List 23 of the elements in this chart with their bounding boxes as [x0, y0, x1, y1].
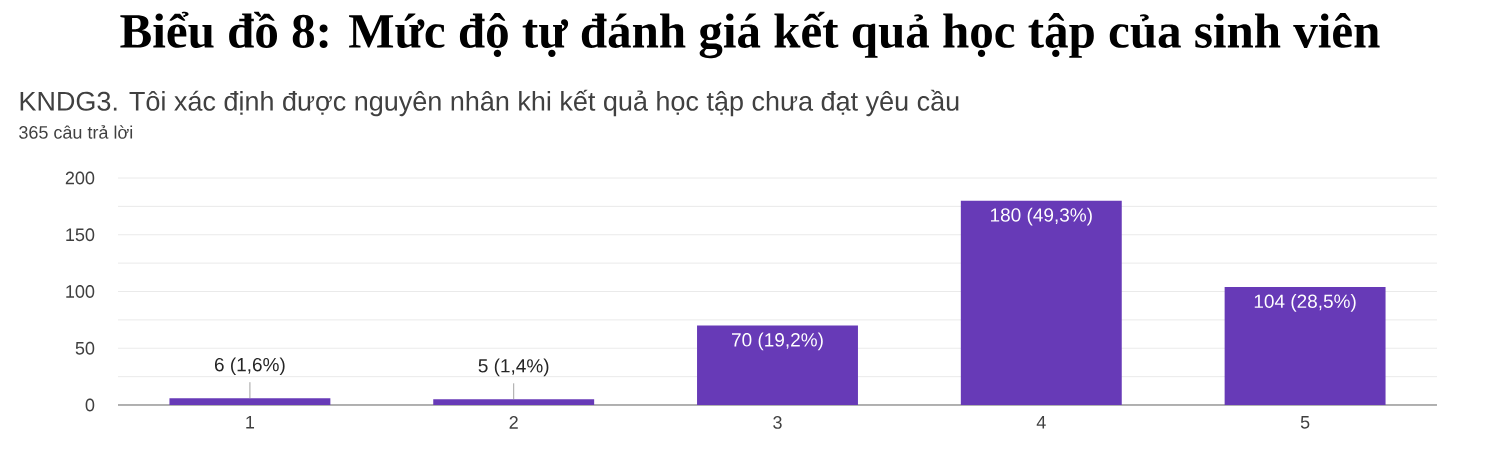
x-tick-label: 2 [509, 416, 518, 429]
x-tick-label: 1 [246, 416, 255, 429]
bar [1224, 286, 1386, 405]
bar [169, 398, 331, 405]
data-label: 5 (1,4%) [478, 358, 549, 377]
y-tick-label: 0 [85, 398, 95, 412]
data-label: 180 (49,3%) [990, 207, 1092, 226]
x-tick-label: 4 [1036, 416, 1046, 429]
x-tick-label: 5 [1300, 416, 1310, 429]
data-label: 104 (28,5%) [1254, 294, 1356, 312]
text: 365 câu trả lời [19, 125, 133, 139]
chart-title: Biểu đồ 8: Mức độ tự đánh giá kết quả học tập của sinh viên [120, 11, 1380, 59]
y-tick-label: 100 [66, 285, 95, 298]
chart-subtitle: KNDG3. Tôi xác định được nguyên nhân khi kết quả học tập chưa đạt yêu cầu [20, 89, 959, 117]
bar [433, 399, 595, 405]
y-tick-label: 150 [66, 228, 95, 242]
bar [697, 325, 858, 405]
data-label: 6 (1,6%) [214, 357, 285, 376]
y-tick-label: 200 [65, 171, 95, 185]
y-tick-label: 50 [75, 341, 95, 355]
data-label: 70 (19,2%) [732, 332, 823, 351]
bar [960, 200, 1122, 405]
x-tick-label: 3 [773, 416, 782, 429]
